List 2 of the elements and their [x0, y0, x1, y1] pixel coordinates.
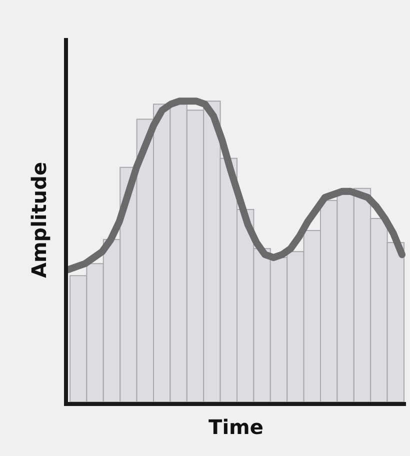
- x-axis-title: Time: [208, 415, 264, 439]
- y-axis-title: Amplitude: [27, 162, 51, 278]
